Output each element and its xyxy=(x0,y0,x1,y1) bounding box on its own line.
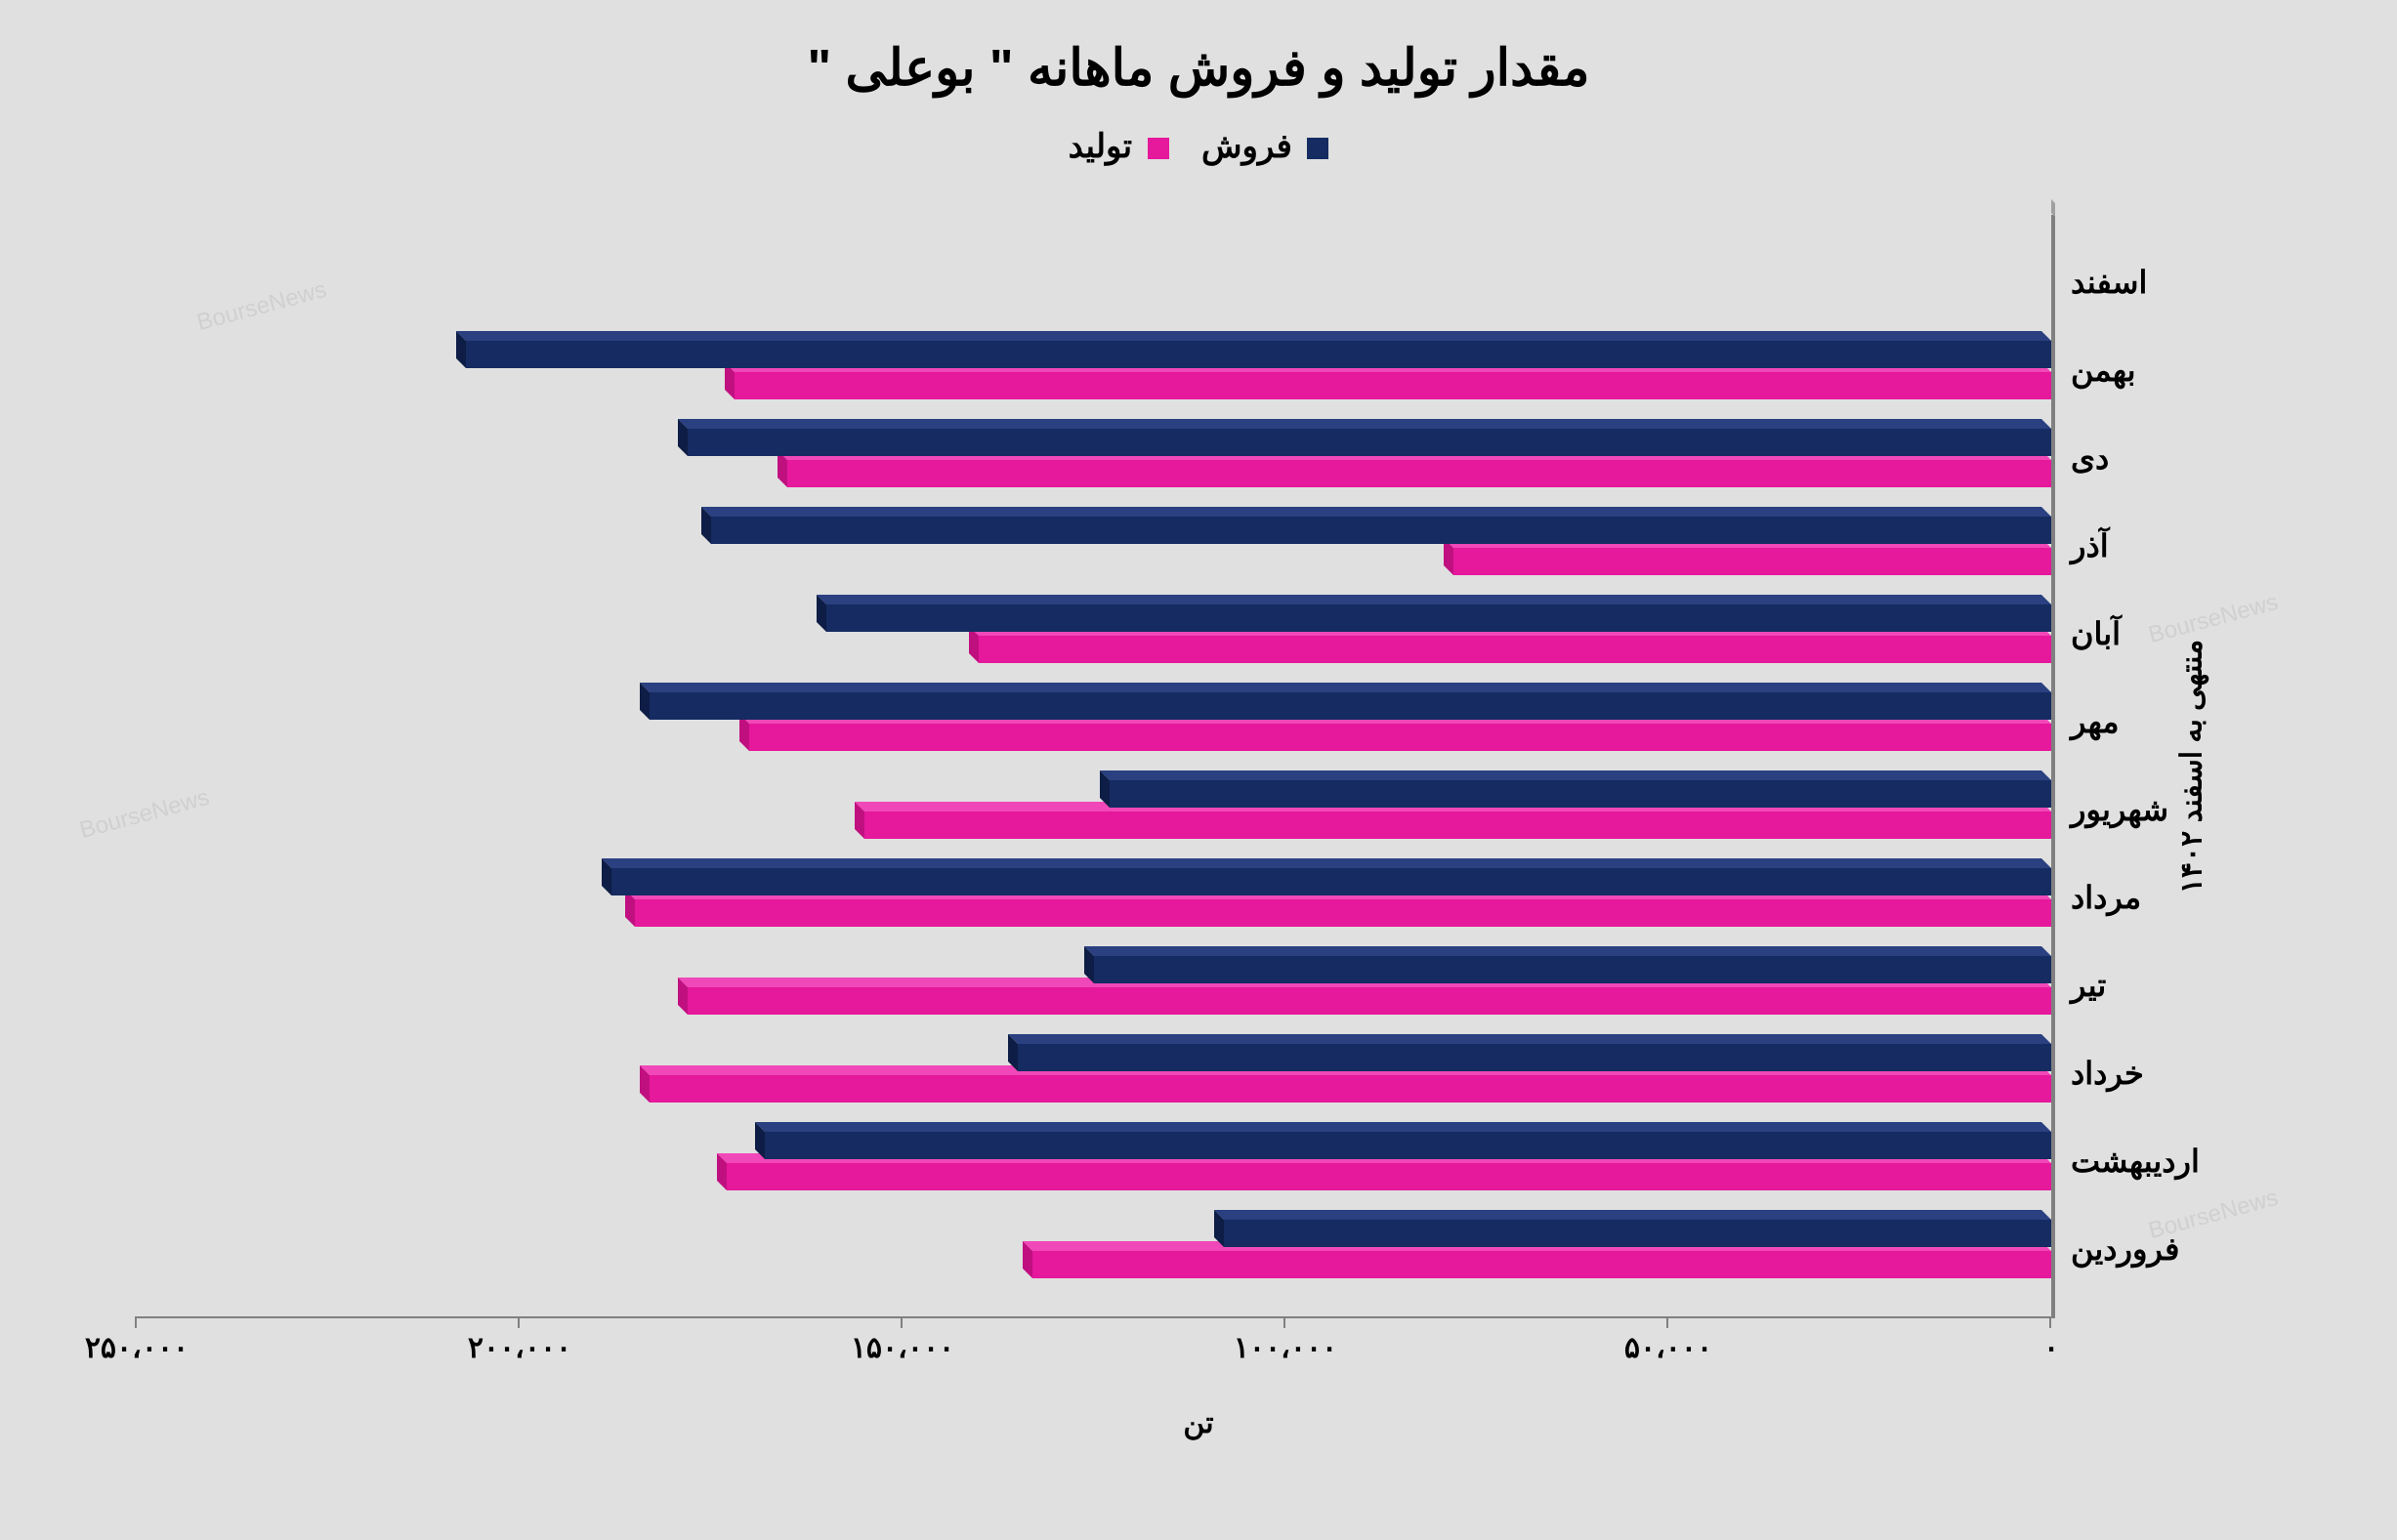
bar-top-face xyxy=(817,595,2051,604)
y-category-label: آذر xyxy=(2071,527,2247,564)
legend-item: تولید xyxy=(1069,127,1169,166)
legend-swatch-production xyxy=(1148,138,1169,159)
y-category-label: اردیبهشت xyxy=(2071,1143,2247,1180)
bar-front xyxy=(1110,780,2051,808)
x-tick-label: ۲۰۰،۰۰۰ xyxy=(468,1331,571,1365)
legend-label: تولید xyxy=(1069,128,1133,165)
bar xyxy=(864,812,2051,839)
bar-front xyxy=(1032,1251,2051,1278)
bar-front xyxy=(650,1075,2051,1103)
x-tick-label: ۵۰،۰۰۰ xyxy=(1624,1331,1712,1365)
legend-swatch-sales xyxy=(1307,138,1328,159)
bar xyxy=(1224,1220,2051,1247)
plot-area: ۰۵۰،۰۰۰۱۰۰،۰۰۰۱۵۰،۰۰۰۲۰۰،۰۰۰۲۵۰،۰۰۰فرورد… xyxy=(137,215,2055,1318)
bar-front xyxy=(735,372,2051,399)
bar xyxy=(650,692,2051,720)
bar-front xyxy=(1453,548,2051,575)
bar-front xyxy=(749,724,2051,751)
bar xyxy=(1094,956,2051,983)
bar-top-face xyxy=(1214,1210,2051,1220)
axis-3d-decoration xyxy=(2051,199,2055,217)
x-tick-mark xyxy=(135,1316,137,1328)
bar-front xyxy=(1224,1220,2051,1247)
bar-top-face xyxy=(1084,946,2051,956)
y-axis-title: منتهی به اسفند ۱۴۰۲ xyxy=(2174,640,2208,894)
legend-item: فروش xyxy=(1201,127,1328,166)
bar-front xyxy=(1094,956,2051,983)
bar-front xyxy=(650,692,2051,720)
bar-top-face xyxy=(456,331,2051,341)
y-category-label: شهریور xyxy=(2071,791,2247,828)
x-tick-mark xyxy=(901,1316,903,1328)
bar xyxy=(711,517,2051,544)
bar xyxy=(1110,780,2051,808)
y-category-label: دی xyxy=(2071,439,2247,477)
bar-front xyxy=(787,460,2051,487)
chart-container: مقدار تولید و فروش ماهانه " بوعلی " فروش… xyxy=(0,0,2397,1540)
y-category-label: بهمن xyxy=(2071,352,2247,389)
bar-front xyxy=(1018,1044,2051,1071)
bar xyxy=(466,341,2051,368)
y-category-label: اسفند xyxy=(2071,264,2247,301)
bar-top-face xyxy=(1100,770,2051,780)
bar xyxy=(787,460,2051,487)
bar-top-face xyxy=(701,507,2051,517)
y-category-label: فروردین xyxy=(2071,1230,2247,1268)
bar xyxy=(979,636,2051,663)
legend-label: فروش xyxy=(1201,128,1292,165)
bar-top-face xyxy=(640,683,2051,692)
x-tick-mark xyxy=(518,1316,520,1328)
bar xyxy=(1032,1251,2051,1278)
bar-front xyxy=(765,1132,2051,1159)
bar xyxy=(650,1075,2051,1103)
bar-top-face xyxy=(1008,1034,2051,1044)
bar xyxy=(635,899,2051,927)
x-tick-mark xyxy=(1666,1316,1668,1328)
bar-top-face xyxy=(678,419,2051,429)
bar xyxy=(611,868,2051,895)
x-tick-mark xyxy=(1283,1316,1285,1328)
bar xyxy=(1018,1044,2051,1071)
bar-front xyxy=(635,899,2051,927)
y-category-label: مهر xyxy=(2071,703,2247,740)
x-tick-label: ۱۰۰،۰۰۰ xyxy=(1234,1331,1337,1365)
x-tick-mark xyxy=(2049,1316,2051,1328)
x-tick-label: ۰ xyxy=(2043,1331,2059,1365)
y-category-label: مرداد xyxy=(2071,879,2247,916)
x-tick-label: ۱۵۰،۰۰۰ xyxy=(851,1331,954,1365)
bar xyxy=(765,1132,2051,1159)
bar-front xyxy=(688,429,2051,456)
bar xyxy=(749,724,2051,751)
bar-front xyxy=(711,517,2051,544)
bar xyxy=(826,604,2051,632)
bar-front xyxy=(688,987,2051,1015)
bar-top-face xyxy=(602,858,2051,868)
bar-top-face xyxy=(755,1122,2051,1132)
y-category-label: تیر xyxy=(2071,967,2247,1004)
bar-front xyxy=(611,868,2051,895)
bar-front xyxy=(979,636,2051,663)
bar xyxy=(735,372,2051,399)
plot-wrap: منتهی به اسفند ۱۴۰۲ ۰۵۰،۰۰۰۱۰۰،۰۰۰۱۵۰،۰۰… xyxy=(59,215,2260,1318)
x-axis-title: تن xyxy=(59,1406,2338,1440)
bar xyxy=(688,987,2051,1015)
y-category-label: خرداد xyxy=(2071,1055,2247,1092)
chart-legend: فروش تولید xyxy=(59,127,2338,166)
bar xyxy=(688,429,2051,456)
x-tick-label: ۲۵۰،۰۰۰ xyxy=(85,1331,189,1365)
bar xyxy=(1453,548,2051,575)
y-category-label: آبان xyxy=(2071,615,2247,652)
bar-front xyxy=(826,604,2051,632)
chart-title: مقدار تولید و فروش ماهانه " بوعلی " xyxy=(59,39,2338,98)
bar xyxy=(727,1163,2051,1190)
bar-front xyxy=(727,1163,2051,1190)
bar-front xyxy=(466,341,2051,368)
bar-front xyxy=(864,812,2051,839)
